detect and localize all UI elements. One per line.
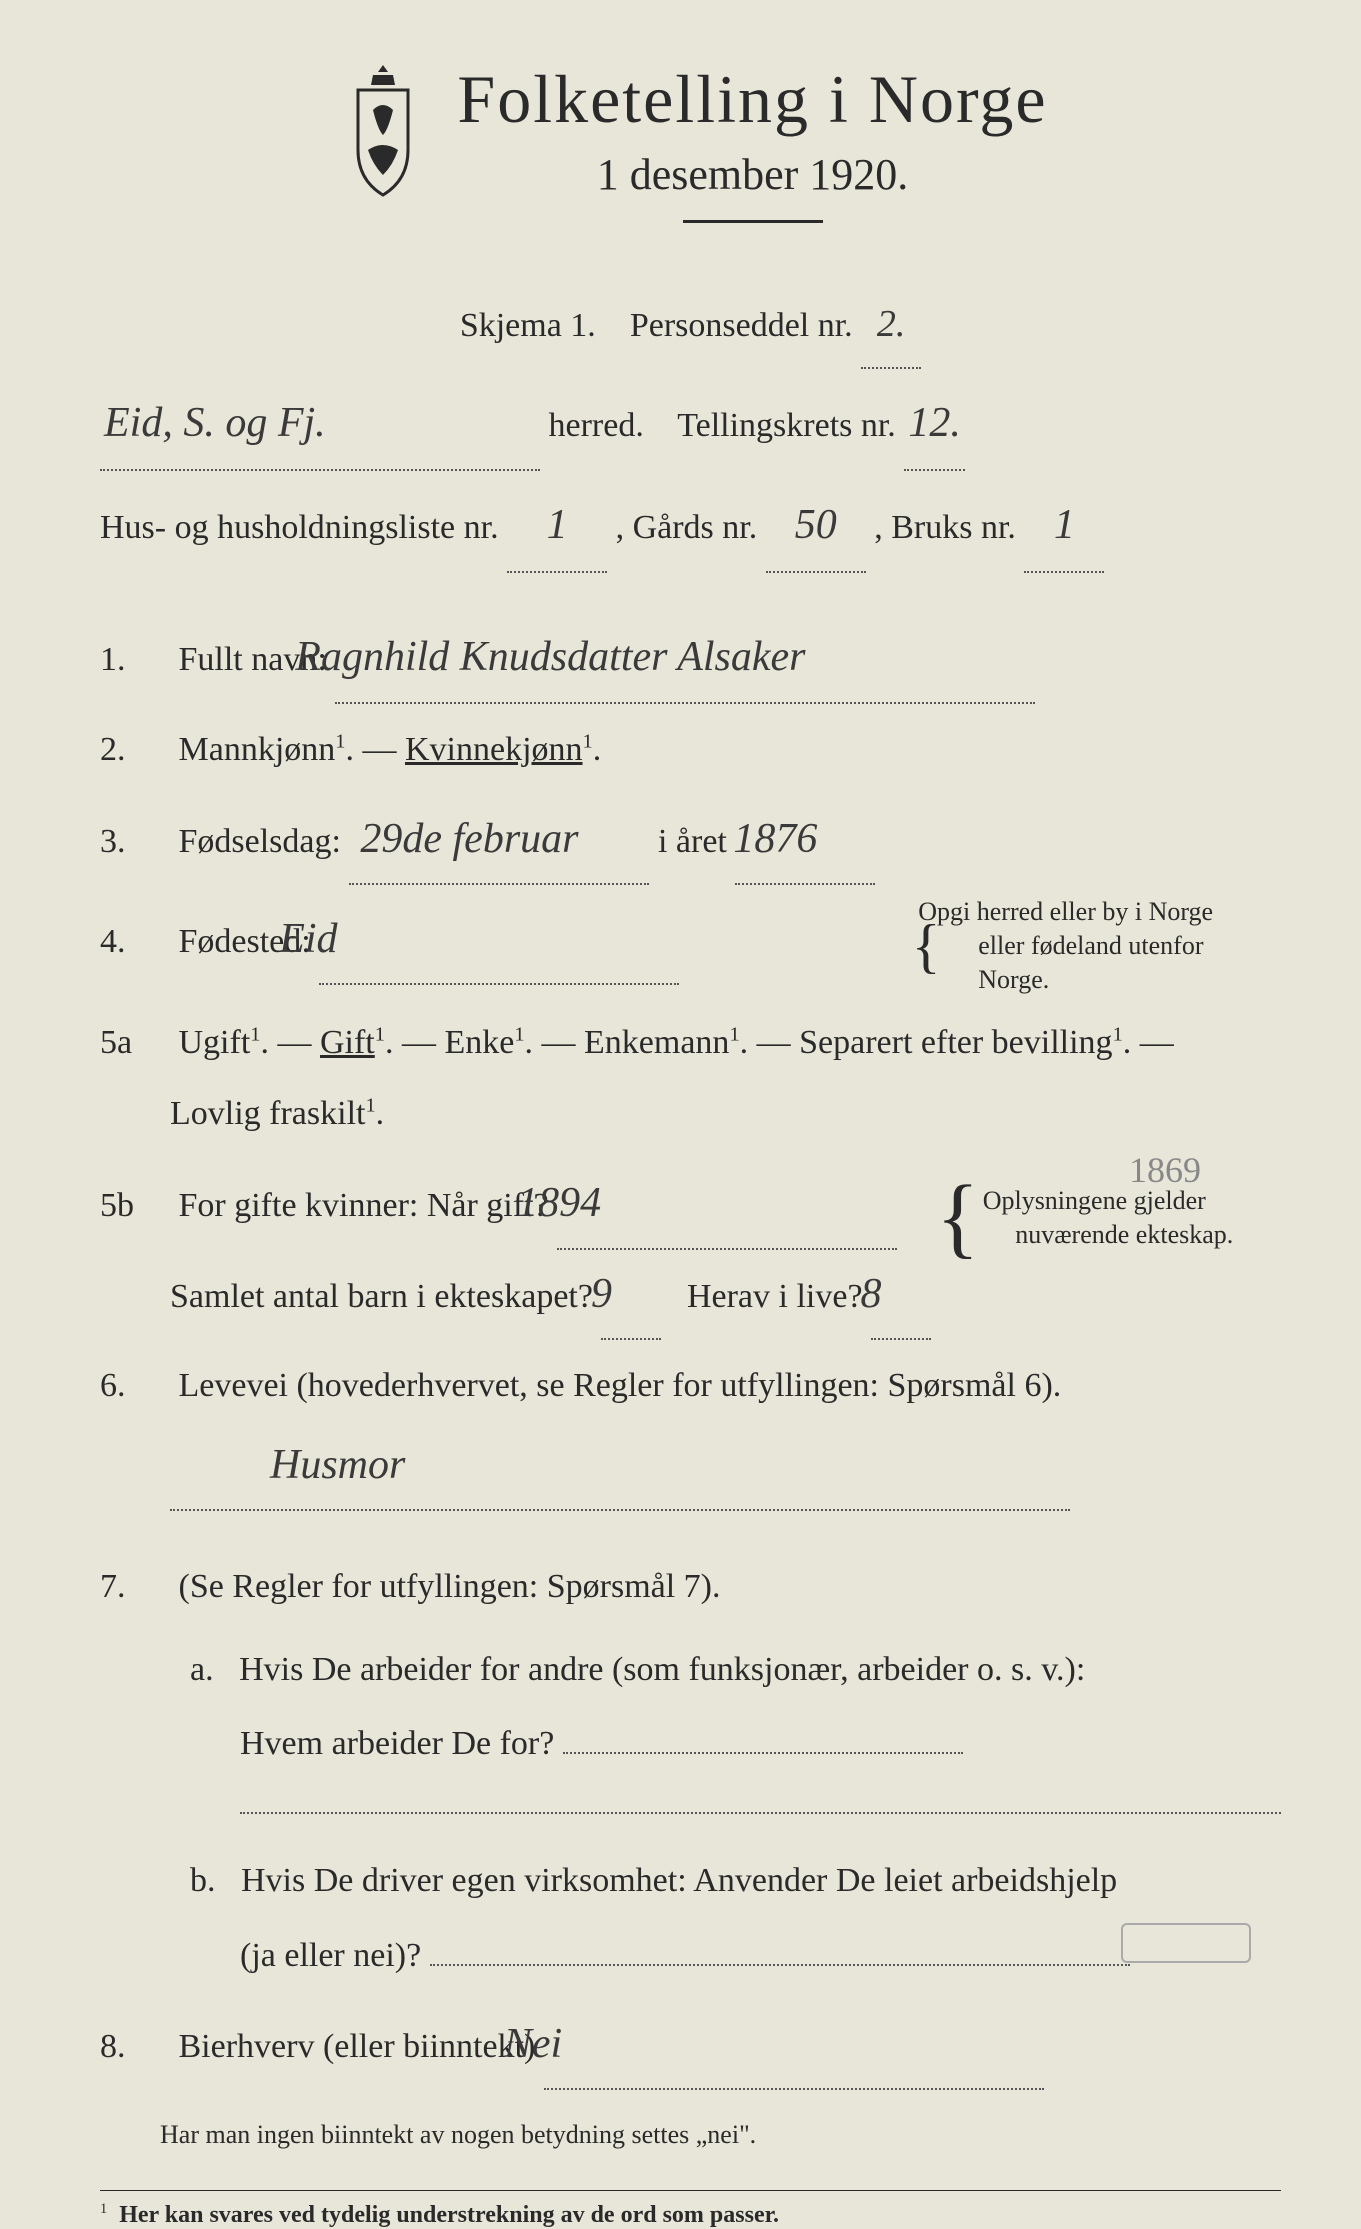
husliste-line: Hus- og husholdningsliste nr. 1 , Gårds … [100, 479, 1281, 573]
husliste-nr: 1 [507, 479, 607, 573]
q3-year: 1876 [735, 795, 875, 885]
q8-label: Bierhverv (eller biinntekt) [179, 2028, 536, 2065]
title-divider [683, 220, 823, 223]
gards-nr: 50 [766, 479, 866, 573]
q7b-blank [430, 1964, 1130, 1966]
herred-line: Eid, S. og Fj. herred. Tellingskrets nr.… [100, 377, 1281, 471]
footer-note: Har man ingen biinntekt av nogen betydni… [100, 2120, 1281, 2150]
q6-label: Levevei (hovederhvervet, se Regler for u… [179, 1367, 1062, 1404]
q5a-ugift: Ugift [179, 1024, 251, 1061]
questions-block: 1. Fullt navn: Ragnhild Knudsdatter Alsa… [100, 613, 1281, 2229]
q5a-num: 5a [100, 1007, 170, 1078]
q7a-text1: Hvis De arbeider for andre (som funksjon… [239, 1651, 1085, 1688]
q4-sidenote: { Opgi herred eller by i Norge eller fød… [1032, 895, 1281, 996]
personseddel-label: Personseddel nr. [630, 307, 853, 344]
q5b-label2: Samlet antal barn i ekteskapet? [160, 1278, 593, 1315]
gards-label: , Gårds nr. [616, 509, 758, 546]
q7-row: 7. (Se Regler for utfyllingen: Spørsmål … [100, 1551, 1281, 1622]
q2-mann: Mannkjønn [179, 731, 336, 768]
q3-row: 3. Fødselsdag: 29de februar i året 1876 [100, 795, 1281, 885]
q1-num: 1. [100, 624, 170, 695]
footnote-text: Her kan svares ved tydelig understreknin… [119, 2202, 779, 2228]
title-block: Folketelling i Norge 1 desember 1920. [457, 60, 1047, 253]
q5a-enke: Enke [444, 1024, 514, 1061]
q3-num: 3. [100, 806, 170, 877]
q4-value: Eid [319, 895, 679, 985]
subtitle: 1 desember 1920. [457, 149, 1047, 200]
tellingskrets-label: Tellingskrets nr. [677, 407, 896, 444]
census-form-page: Folketelling i Norge 1 desember 1920. Sk… [100, 60, 1281, 2008]
q5a-separert: Separert efter bevilling [799, 1024, 1112, 1061]
q7a: a. Hvis De arbeider for andre (som funks… [100, 1633, 1281, 1783]
pencil-year: 1869 [1129, 1149, 1201, 1191]
bruks-nr: 1 [1024, 479, 1104, 573]
q5a-gift: Gift [320, 1024, 375, 1061]
herred-label: herred. [549, 407, 644, 444]
q7a-blank [563, 1752, 963, 1754]
tellingskrets-nr: 12. [904, 377, 965, 471]
q6-num: 6. [100, 1350, 170, 1421]
q8-row: 8. Bierhverv (eller biinntekt) Nei [100, 2000, 1281, 2090]
coat-of-arms-icon [333, 60, 433, 200]
q1-row: 1. Fullt navn: Ragnhild Knudsdatter Alsa… [100, 613, 1281, 703]
q7-num: 7. [100, 1551, 170, 1622]
q5b-barn: 9 [601, 1250, 661, 1340]
q5b-year: 1894 [557, 1159, 897, 1249]
skjema-label: Skjema 1. [460, 307, 596, 344]
bruks-label: , Bruks nr. [874, 509, 1016, 546]
q2-num: 2. [100, 714, 170, 785]
q4-sidenote-1: Opgi herred eller by i Norge [918, 897, 1213, 926]
main-title: Folketelling i Norge [457, 60, 1047, 139]
q7b-text2: (ja eller nei)? [240, 1937, 421, 1974]
herred-value: Eid, S. og Fj. [100, 377, 540, 471]
footnote: 1 Her kan svares ved tydelig understrekn… [100, 2190, 1281, 2229]
q7b: b. Hvis De driver egen virksomhet: Anven… [100, 1844, 1281, 1994]
q3-day: 29de februar [349, 795, 649, 885]
q5a-row: 5a Ugift1. — Gift1. — Enke1. — Enkemann1… [100, 1007, 1281, 1150]
q3-label: Fødselsdag: [179, 823, 341, 860]
q2-kvinne: Kvinnekjønn [405, 731, 583, 768]
q5b-sidenote-text: Oplysningene gjelder nuværende ekteskap. [994, 1184, 1254, 1252]
q5a-enkemann: Enkemann [584, 1024, 729, 1061]
q5b-row: 5b For gifte kvinner: Når gift? 1894 Sam… [100, 1159, 1281, 1339]
q8-value: Nei [544, 2000, 1044, 2090]
q3-year-label: i året [658, 823, 727, 860]
q5b-wrapper: 1869 5b For gifte kvinner: Når gift? 189… [100, 1159, 1281, 1339]
q7a-text2: Hvem arbeider De for? [240, 1725, 554, 1762]
q4-num: 4. [100, 906, 170, 977]
footnote-marker: 1 [100, 2201, 107, 2217]
q8-num: 8. [100, 2011, 170, 2082]
q1-value: Ragnhild Knudsdatter Alsaker [335, 613, 1035, 703]
q6-row: 6. Levevei (hovederhvervet, se Regler fo… [100, 1350, 1281, 1512]
printer-stamp [1121, 1923, 1251, 1963]
q5b-num: 5b [100, 1170, 170, 1241]
q5b-label3: Herav i live? [687, 1278, 863, 1315]
q5b-label1: For gifte kvinner: Når gift? [179, 1187, 549, 1224]
q2-row: 2. Mannkjønn1. — Kvinnekjønn1. [100, 714, 1281, 785]
q7a-label: a. [190, 1651, 214, 1688]
q7-label: (Se Regler for utfyllingen: Spørsmål 7). [179, 1568, 721, 1605]
personseddel-nr: 2. [861, 283, 921, 369]
q7b-text1: Hvis De driver egen virksomhet: Anvender… [241, 1862, 1117, 1899]
q6-value: Husmor [170, 1421, 1070, 1511]
q5a-fraskilt: Lovlig fraskilt [160, 1095, 365, 1132]
q4-row: 4. Fødested: Eid { Opgi herred eller by … [100, 895, 1281, 996]
q7a-blank-2 [240, 1812, 1281, 1814]
q4-sidenote-2: eller fødeland utenfor Norge. [978, 931, 1203, 994]
q5b-live: 8 [871, 1250, 931, 1340]
skjema-line: Skjema 1. Personseddel nr. 2. [100, 283, 1281, 369]
husliste-label: Hus- og husholdningsliste nr. [100, 509, 499, 546]
form-header: Folketelling i Norge 1 desember 1920. [100, 60, 1281, 253]
q7b-label: b. [190, 1862, 216, 1899]
